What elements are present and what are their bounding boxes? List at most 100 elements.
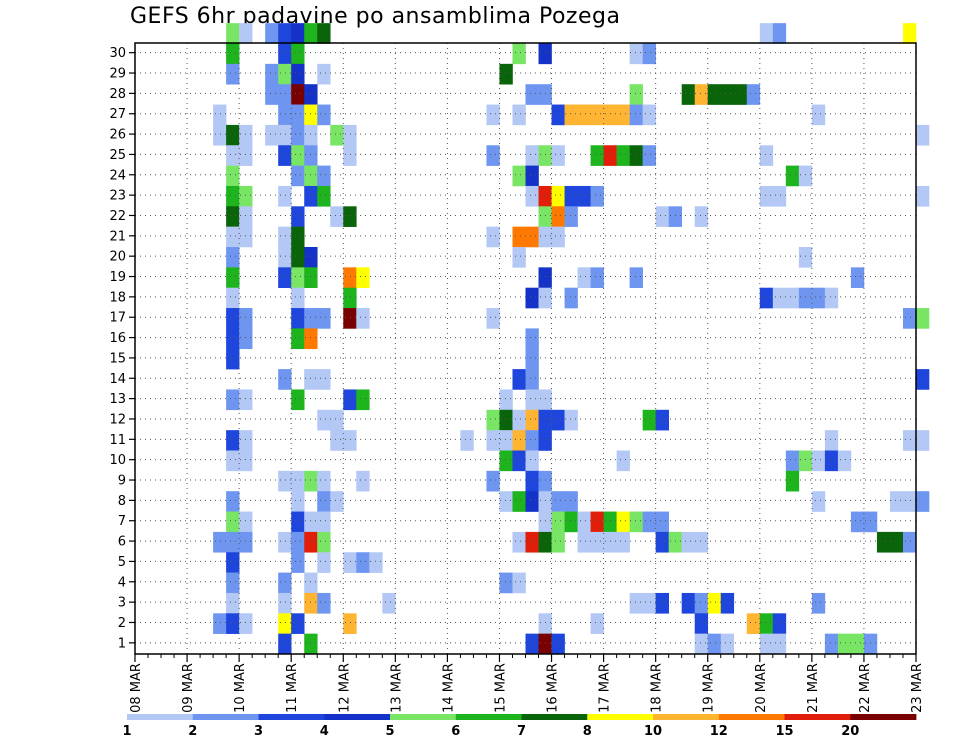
heatmap-cell [590, 267, 604, 288]
heatmap-cell [226, 165, 240, 187]
colorbar-swatch [390, 714, 457, 720]
heatmap-cell [239, 430, 253, 451]
y-tick-label: 15 [109, 351, 126, 366]
heatmap-cell [265, 84, 279, 105]
heatmap-cell [317, 409, 331, 431]
heatmap-cell [642, 409, 656, 431]
heatmap-cell [798, 287, 813, 309]
heatmap-cell [681, 531, 696, 553]
heatmap-cell [564, 185, 578, 207]
heatmap-cell [278, 43, 292, 65]
y-tick-label: 4 [118, 575, 126, 590]
colorbar-swatch [587, 714, 654, 720]
heatmap-cell [304, 308, 318, 329]
heatmap-cell [512, 450, 526, 472]
heatmap-cell [213, 531, 227, 553]
y-tick-label: 17 [109, 311, 126, 326]
heatmap-cell [265, 23, 279, 44]
heatmap-cell [694, 613, 709, 634]
heatmap-cell [655, 409, 669, 431]
heatmap-cell [343, 552, 357, 573]
heatmap-cell [720, 633, 735, 655]
heatmap-cell [343, 267, 357, 288]
y-tick-label: 2 [118, 616, 126, 631]
heatmap-cell [226, 491, 240, 512]
heatmap-cell [278, 84, 292, 105]
heatmap-cell [291, 206, 305, 227]
heatmap-cell [486, 308, 500, 329]
heatmap-cell [226, 206, 240, 227]
heatmap-cell [486, 470, 500, 492]
colorbar-label: 2 [188, 724, 197, 739]
heatmap-cell [629, 511, 643, 533]
heatmap-cell [291, 247, 305, 268]
y-tick-label: 18 [109, 290, 126, 305]
heatmap-cell [356, 552, 370, 573]
grid-lines [135, 43, 916, 654]
heatmap-cell [304, 592, 318, 614]
colorbar-label: 1 [122, 724, 131, 739]
heatmap-cell [681, 84, 696, 105]
heatmap-cell [486, 430, 500, 451]
heatmap-cell [304, 511, 318, 533]
heatmap-cell [916, 308, 930, 329]
heatmap-cell [564, 491, 578, 512]
heatmap-cell [694, 633, 709, 655]
heatmap-cell [577, 104, 591, 126]
heatmap-cell [317, 552, 331, 573]
heatmap-cell [291, 63, 305, 85]
heatmap-cell [512, 104, 526, 126]
heatmap-cell [824, 430, 839, 451]
heatmap-cell [239, 328, 253, 350]
colorbar-swatch [192, 714, 259, 720]
heatmap-cells [213, 23, 930, 655]
heatmap-cell [525, 185, 539, 207]
heatmap-cell [772, 633, 787, 655]
heatmap-cell [837, 633, 852, 655]
heatmap-cell [304, 531, 318, 553]
colorbar-label: 15 [775, 724, 793, 739]
heatmap-cell [525, 145, 539, 166]
x-tick-label: 14 MAR [441, 663, 456, 713]
heatmap-cell [642, 145, 656, 166]
heatmap-cell [226, 430, 240, 451]
heatmap-cell [616, 511, 630, 533]
heatmap-cell [525, 450, 539, 472]
y-tick-label: 23 [109, 189, 126, 204]
heatmap-cell [642, 511, 656, 533]
x-tick-label: 15 MAR [493, 663, 508, 713]
colorbar-swatch [718, 714, 785, 720]
heatmap-cell [551, 511, 565, 533]
heatmap-cell [525, 165, 539, 187]
y-tick-label: 1 [118, 636, 126, 651]
y-tick-label: 24 [109, 168, 126, 183]
y-tick-label: 8 [118, 494, 126, 509]
heatmap-cell [265, 124, 279, 146]
heatmap-cell [304, 104, 318, 126]
heatmap-cell [551, 145, 565, 166]
heatmap-cell [577, 531, 591, 553]
y-tick-label: 3 [118, 596, 126, 611]
colorbar-label: 20 [841, 724, 859, 739]
y-tick-label: 13 [109, 392, 126, 407]
heatmap-cell [291, 226, 305, 248]
y-tick-label: 14 [109, 372, 126, 387]
heatmap-cell [499, 450, 513, 472]
heatmap-cell [486, 226, 500, 248]
heatmap-cell [590, 531, 604, 553]
heatmap-cell [916, 491, 930, 512]
heatmap-cell [512, 430, 526, 451]
heatmap-cell [525, 470, 539, 492]
heatmap-cell [525, 389, 539, 411]
heatmap-cell [226, 63, 240, 85]
heatmap-cell [733, 84, 748, 105]
heatmap-cell [916, 430, 930, 451]
heatmap-cell [317, 165, 331, 187]
heatmap-cell [304, 23, 318, 44]
heatmap-cell [317, 369, 331, 390]
heatmap-cell [317, 592, 331, 614]
heatmap-cell [785, 287, 800, 309]
heatmap-cell [226, 613, 240, 634]
y-tick-label: 5 [118, 555, 126, 570]
heatmap-cell [278, 633, 292, 655]
